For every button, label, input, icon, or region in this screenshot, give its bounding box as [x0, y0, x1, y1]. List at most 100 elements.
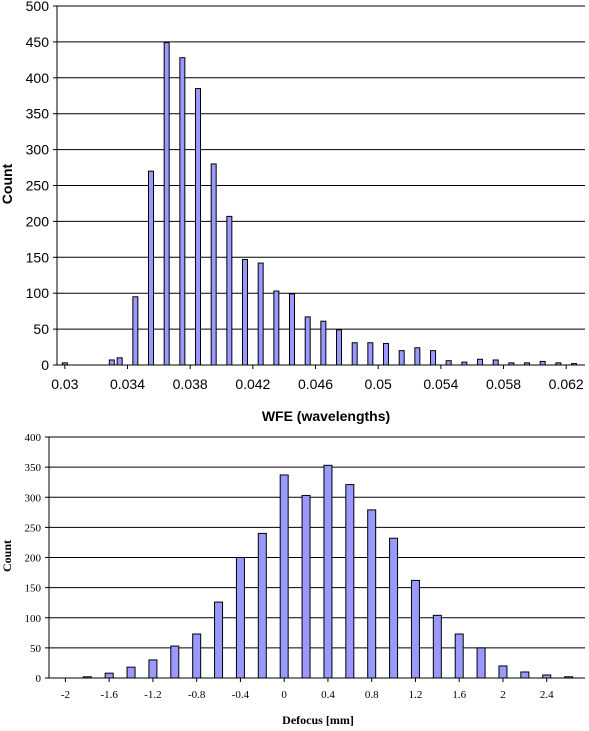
y-tick-labels: 0 50 100 150 200 250 300 350 400 450 500 — [26, 0, 50, 373]
bars — [82, 464, 574, 679]
x-tick-label: 0.8 — [365, 689, 379, 701]
x-tick-label: 0.4 — [321, 689, 335, 701]
bar — [477, 358, 484, 366]
bar — [170, 645, 180, 679]
y-axis-label: Count — [0, 540, 14, 572]
defocus-histogram: 0 50 100 150 200 250 300 350 400 -2 -1.6 -1.2 -0.8 -… — [0, 432, 585, 727]
x-tick-label: -2 — [61, 689, 70, 701]
x-tick-label: 0.034 — [110, 376, 145, 392]
x-tick-label: 2.4 — [540, 689, 554, 701]
y-tick-label: 300 — [25, 492, 42, 504]
bar — [126, 666, 136, 679]
x-tick-label: 1.6 — [452, 689, 466, 701]
bar — [389, 537, 399, 679]
y-tick-label: 250 — [25, 522, 42, 534]
y-tick-label: 450 — [26, 34, 50, 50]
bar — [336, 329, 343, 366]
bar — [323, 464, 333, 679]
bar — [273, 290, 280, 366]
y-tick-label: 50 — [33, 321, 49, 337]
bar — [257, 532, 267, 679]
bar — [179, 57, 186, 366]
bar — [242, 258, 249, 366]
bar — [257, 262, 264, 366]
bar — [430, 350, 437, 366]
bar — [432, 614, 442, 679]
bar — [498, 665, 508, 679]
bar — [414, 347, 421, 366]
y-tick-label: 200 — [26, 213, 50, 229]
x-tick-labels: 0.03 0.034 0.038 0.042 0.046 0.05 0.054 0.058 0.… — [51, 376, 584, 392]
bar — [148, 659, 158, 679]
y-tick-labels: 0 50 100 150 200 250 300 350 400 — [25, 432, 42, 685]
x-tick-label: -1.6 — [100, 689, 118, 701]
bar — [320, 320, 327, 366]
bar — [226, 215, 233, 366]
y-tick-label: 400 — [25, 432, 42, 444]
bar — [301, 494, 311, 679]
y-tick-label: 350 — [26, 106, 50, 122]
bar — [351, 342, 358, 366]
bar — [195, 88, 202, 366]
axes — [53, 5, 585, 369]
x-tick-label: -0.8 — [188, 689, 206, 701]
bar — [108, 359, 115, 366]
bar — [367, 509, 377, 679]
y-tick-label: 150 — [26, 249, 50, 265]
x-tick-label: 0.062 — [549, 376, 584, 392]
bar — [132, 296, 139, 366]
wfe-histogram: 0 50 100 150 200 250 300 350 400 450 500 0.03 0.034… — [0, 0, 585, 424]
x-tick-label: -0.4 — [232, 689, 250, 701]
y-tick-label: 250 — [26, 178, 50, 194]
y-tick-label: 200 — [25, 553, 42, 565]
axes — [45, 436, 585, 682]
x-tick-label: 0.054 — [423, 376, 458, 392]
y-tick-label: 100 — [26, 285, 50, 301]
bar — [383, 342, 390, 366]
y-tick-label: 350 — [25, 462, 42, 474]
bar — [104, 672, 114, 679]
bar — [520, 671, 530, 679]
x-tick-label: 2 — [500, 689, 506, 701]
y-tick-label: 500 — [26, 0, 50, 14]
x-tick-label: 0.058 — [486, 376, 521, 392]
bar — [476, 647, 486, 679]
x-tick-label: 0 — [281, 689, 287, 701]
x-tick-label: 0.042 — [235, 376, 270, 392]
x-tick-label: -1.2 — [144, 689, 161, 701]
bar — [454, 633, 464, 679]
bar — [214, 601, 224, 679]
bar — [235, 557, 245, 679]
bar — [445, 360, 452, 366]
bars — [61, 42, 578, 366]
y-tick-label: 0 — [36, 673, 42, 685]
bar — [210, 163, 217, 366]
x-tick-label: 0.046 — [298, 376, 333, 392]
y-tick-label: 0 — [41, 357, 49, 373]
x-tick-label: 0.05 — [365, 376, 392, 392]
y-tick-label: 100 — [25, 613, 42, 625]
bar — [289, 293, 296, 366]
bar — [116, 357, 123, 366]
x-tick-labels: -2 -1.6 -1.2 -0.8 -0.4 0 0.4 0.8 1.2 1.6 2 2.4 — [61, 689, 554, 701]
x-axis-label: WFE (wavelengths) — [262, 408, 390, 424]
bar — [410, 579, 420, 679]
y-gridlines — [57, 5, 585, 330]
bar — [492, 359, 499, 366]
y-tick-label: 400 — [26, 70, 50, 86]
x-axis-label: Defocus [mm] — [282, 713, 354, 727]
y-axis-label: Count — [0, 163, 15, 204]
x-tick-label: 0.038 — [173, 376, 208, 392]
bar — [398, 350, 405, 366]
y-tick-label: 150 — [25, 583, 42, 595]
y-tick-label: 50 — [30, 643, 42, 655]
y-gridlines — [49, 436, 585, 649]
bar — [163, 42, 170, 366]
bar — [279, 474, 289, 679]
bar — [539, 360, 546, 366]
x-tick-label: 0.03 — [51, 376, 78, 392]
bar — [345, 484, 355, 679]
bar — [304, 316, 311, 366]
bar — [192, 633, 202, 679]
